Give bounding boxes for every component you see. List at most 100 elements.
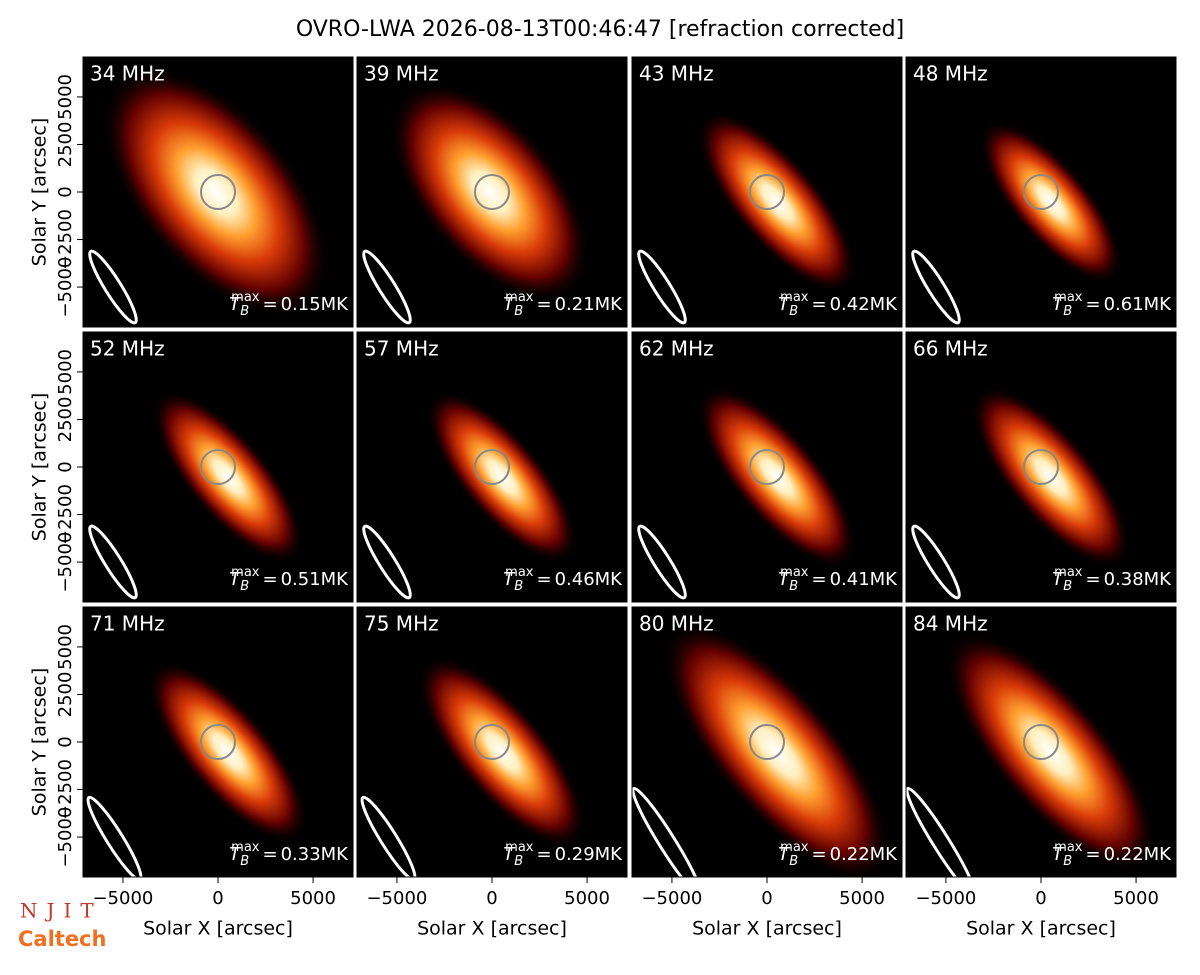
tb-part: B — [789, 854, 798, 869]
beam — [88, 249, 138, 325]
tb-annotation: TBmax = 0.22MK — [1052, 840, 1172, 869]
tb-part: T — [778, 844, 791, 865]
emission — [425, 390, 579, 564]
tb-part: T — [229, 294, 242, 315]
tb-part: 0.42MK — [830, 294, 899, 315]
tb-part: max — [505, 840, 534, 855]
y-tick-label: −2500 — [55, 759, 76, 820]
tb-part: B — [514, 854, 523, 869]
x-tick-label: −5000 — [92, 888, 153, 909]
tb-part: 0.38MK — [1104, 569, 1173, 590]
frequency-label: 57 MHz — [364, 337, 439, 361]
panel-frame — [631, 56, 903, 328]
tb-part: max — [780, 565, 809, 580]
y-tick-label: 5000 — [55, 349, 76, 395]
solar-disk — [200, 449, 236, 485]
beam — [360, 795, 417, 877]
tb-part: T — [503, 294, 516, 315]
tb-part: 0.33MK — [281, 844, 350, 865]
y-axis-label: Solar Y [arcsec] — [29, 668, 51, 816]
x-axis-label: Solar X [arcsec] — [966, 918, 1116, 940]
tb-part: = — [536, 294, 551, 315]
tb-part: = — [1085, 294, 1100, 315]
tb-part: B — [240, 579, 249, 594]
tb-part: B — [1063, 854, 1072, 869]
logo-njit: NJIT — [20, 899, 103, 923]
frequency-label: 80 MHz — [639, 612, 714, 636]
tb-part: B — [1063, 579, 1072, 594]
frequency-label: 34 MHz — [90, 62, 165, 86]
tb-part: T — [1052, 294, 1065, 315]
panel: 39 MHz TBmax = 0.21MK — [357, 57, 627, 327]
logo-caltech: Caltech — [18, 927, 106, 951]
tb-part: 0.22MK — [830, 844, 899, 865]
solar-disk — [1023, 449, 1059, 485]
y-tick-label: −2500 — [55, 484, 76, 545]
frequency-label: 39 MHz — [364, 62, 439, 86]
tb-part: = — [262, 294, 277, 315]
x-axis-label: Solar X [arcsec] — [143, 918, 293, 940]
x-tick-label: 0 — [761, 888, 772, 909]
tb-annotation: TBmax = 0.46MK — [503, 565, 623, 594]
x-tick-label: −5000 — [366, 888, 427, 909]
tb-part: 0.15MK — [281, 294, 350, 315]
tb-part: T — [778, 569, 791, 590]
tb-part: max — [780, 290, 809, 305]
tb-part: 0.41MK — [830, 569, 899, 590]
tb-part: = — [536, 844, 551, 865]
beam — [637, 524, 687, 600]
tb-part: = — [811, 294, 826, 315]
frequency-label: 84 MHz — [913, 612, 988, 636]
beam — [86, 795, 143, 877]
x-tick-label: −5000 — [915, 888, 976, 909]
tb-annotation: TBmax = 0.42MK — [778, 290, 898, 319]
panel: 75 MHz TBmax = 0.29MK — [357, 607, 627, 877]
y-tick-label: −5000 — [55, 807, 76, 868]
tb-part: B — [1063, 304, 1072, 319]
panel-frame — [356, 56, 628, 328]
tb-part: 0.21MK — [555, 294, 624, 315]
tb-part: T — [229, 569, 242, 590]
emission — [945, 631, 1157, 873]
solar-disk — [749, 174, 785, 210]
panel-frame — [905, 56, 1177, 328]
solar-disk — [200, 724, 236, 760]
figure-title: OVRO-LWA 2026-08-13T00:46:47 [refraction… — [296, 17, 904, 42]
frequency-label: 48 MHz — [913, 62, 988, 86]
x-axis-label: Solar X [arcsec] — [417, 918, 567, 940]
tb-annotation: TBmax = 0.29MK — [503, 840, 623, 869]
solar-disk — [474, 449, 510, 485]
tb-part: T — [503, 569, 516, 590]
beam — [362, 524, 412, 600]
tb-part: = — [1085, 844, 1100, 865]
solar-disk — [474, 174, 510, 210]
frequency-label: 71 MHz — [90, 612, 165, 636]
x-tick-label: 0 — [1035, 888, 1046, 909]
emission — [979, 120, 1123, 284]
solar-disk — [1023, 174, 1059, 210]
solar-disk — [1023, 724, 1059, 760]
y-axis-label: Solar Y [arcsec] — [29, 393, 51, 541]
frequency-label: 66 MHz — [913, 337, 988, 361]
emission — [662, 621, 892, 877]
tb-part: B — [514, 579, 523, 594]
x-tick-label: 5000 — [1113, 888, 1159, 909]
tb-part: B — [240, 304, 249, 319]
tb-part: max — [231, 565, 260, 580]
tb-part: max — [1054, 290, 1083, 305]
beam — [637, 249, 687, 325]
tb-annotation: TBmax = 0.38MK — [1052, 565, 1172, 594]
tb-part: B — [514, 304, 523, 319]
tb-part: T — [778, 294, 791, 315]
tb-part: max — [1054, 565, 1083, 580]
tb-annotation: TBmax = 0.21MK — [503, 290, 623, 319]
y-tick-label: −5000 — [55, 532, 76, 593]
beam — [911, 524, 961, 600]
tb-part: 0.29MK — [555, 844, 624, 865]
emission — [389, 81, 591, 303]
tb-part: = — [536, 569, 551, 590]
panel: 43 MHz TBmax = 0.42MK — [632, 57, 902, 327]
tb-annotation: TBmax = 0.41MK — [778, 565, 898, 594]
panel-frame — [905, 331, 1177, 603]
